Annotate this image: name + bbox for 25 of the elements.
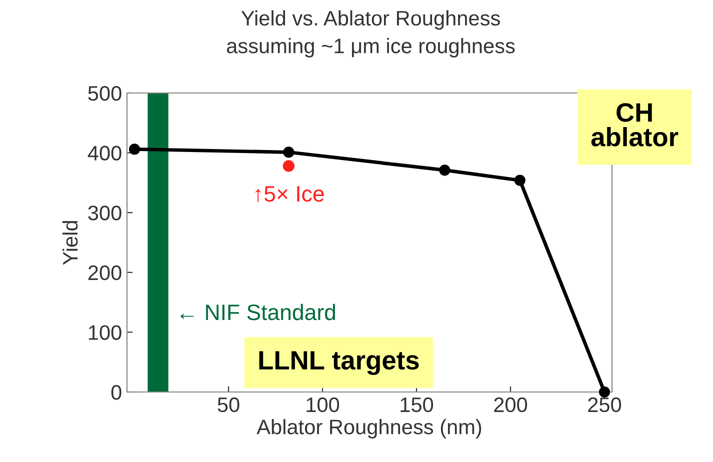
y-tick-label: 0: [111, 385, 122, 400]
band-label: ← NIF Standard: [180, 304, 335, 320]
annotation: ↑5× Ice: [255, 186, 324, 202]
y-axis-title: Yield: [62, 221, 78, 265]
point: [283, 146, 294, 158]
point: [514, 174, 526, 186]
chart-subtitle: assuming ~1 μm ice roughness: [226, 38, 515, 58]
x-axis-title: Ablator Roughness (nm): [256, 419, 482, 438]
point: [598, 386, 610, 398]
y-tick-label: 200: [88, 265, 122, 280]
chart-title: Yield vs. Ablator Roughness: [241, 10, 500, 30]
y-tick-label: 100: [88, 325, 122, 340]
x-tick-label: 150: [400, 397, 434, 412]
annotation: CH ablator: [591, 103, 678, 146]
x-tick-label: 200: [494, 397, 528, 412]
x-tick-label: 50: [218, 397, 240, 412]
point: [128, 144, 140, 155]
x-tick-label: 100: [306, 397, 340, 412]
y-tick-label: 300: [88, 206, 122, 220]
point: [439, 164, 450, 176]
y-tick-label: 400: [88, 146, 122, 161]
x-tick-label: 250: [588, 397, 622, 412]
annotation: LLNL targets: [259, 351, 419, 375]
point: [282, 160, 295, 172]
y-tick-label: 500: [88, 86, 122, 101]
